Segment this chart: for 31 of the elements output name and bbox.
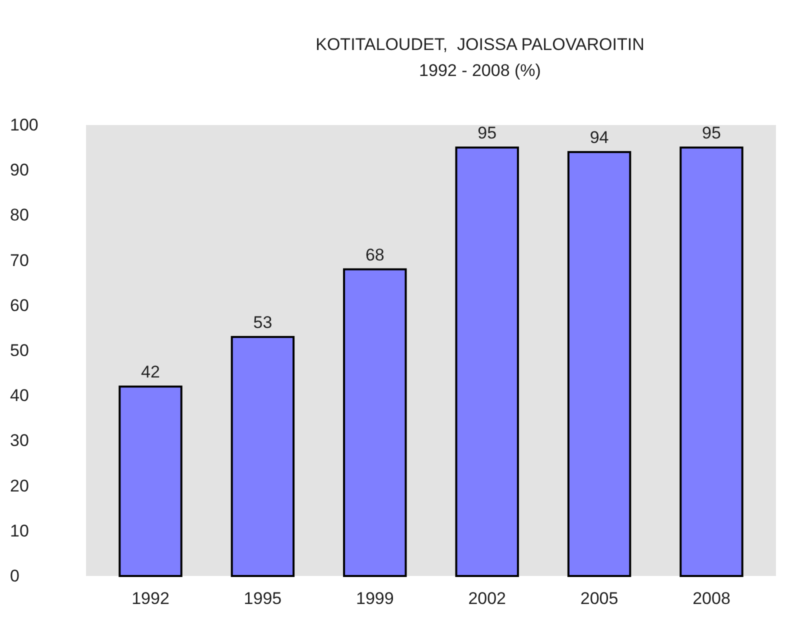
bar — [230, 336, 295, 577]
data-label: 68 — [365, 245, 384, 264]
y-tick-label: 20 — [10, 476, 29, 496]
data-label: 94 — [590, 128, 609, 148]
data-label: 95 — [478, 124, 497, 143]
chart-title: KOTITALOUDET, JOISSA PALOVAROITIN — [316, 35, 644, 54]
x-tick-label: 1999 — [356, 589, 394, 608]
data-label: 95 — [702, 124, 721, 143]
y-tick-label: 0 — [10, 566, 20, 586]
y-tick-label: 80 — [10, 206, 29, 225]
x-tick-label: 1995 — [244, 589, 282, 608]
data-label: 53 — [253, 312, 272, 332]
y-tick-label: 90 — [10, 160, 29, 180]
bar — [343, 268, 407, 577]
bar — [680, 146, 744, 577]
y-tick-label: 70 — [10, 250, 29, 270]
bar — [567, 151, 632, 577]
y-tick-label: 50 — [10, 340, 29, 360]
y-tick-label: 60 — [10, 296, 29, 315]
y-tick-label: 30 — [10, 431, 29, 450]
x-tick-label: 2005 — [580, 589, 618, 608]
y-tick-label: 10 — [10, 521, 29, 540]
x-tick-label: 2002 — [468, 589, 506, 608]
x-tick-label: 2008 — [692, 589, 730, 608]
bar — [118, 386, 182, 577]
y-tick-label: 40 — [10, 386, 29, 406]
x-tick-label: 1992 — [132, 589, 170, 608]
chart-subtitle: 1992 - 2008 (%) — [419, 61, 541, 80]
y-tick-label: 100 — [10, 115, 38, 134]
bar — [455, 146, 519, 577]
data-label: 42 — [141, 362, 160, 382]
